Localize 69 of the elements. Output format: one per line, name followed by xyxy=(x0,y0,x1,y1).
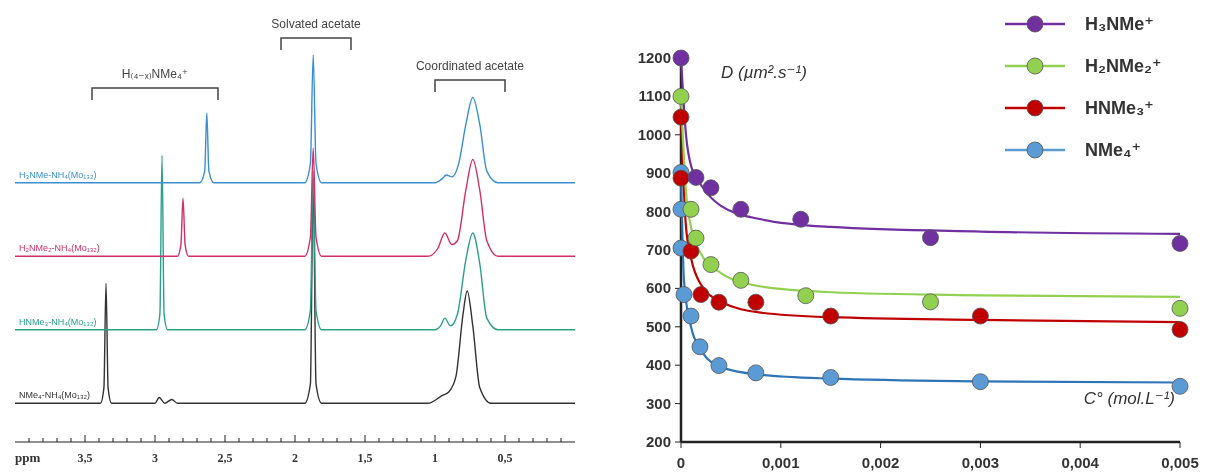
point xyxy=(792,210,810,228)
point xyxy=(922,229,939,247)
y-tick-label: 400 xyxy=(645,356,671,374)
x-tick-label: 0 xyxy=(676,454,686,471)
y-tick-label: 1100 xyxy=(638,87,671,105)
text: Solvated acetate xyxy=(271,17,362,31)
x-tick-label: 0,005 xyxy=(1161,454,1199,471)
point xyxy=(682,242,700,260)
x-tick-label: 1 xyxy=(432,451,438,465)
point xyxy=(710,357,728,374)
point xyxy=(672,108,690,126)
y-tick-label: 900 xyxy=(645,164,671,182)
x-tick-label: 0,004 xyxy=(1061,454,1100,471)
x-axis-title: C° (mol.L⁻¹) xyxy=(1083,389,1175,408)
annotation: Coordinated acetate xyxy=(415,59,525,73)
x-tick-label: 2,5 xyxy=(217,451,233,465)
y-tick-label: 1200 xyxy=(637,49,671,66)
legend-label: H₂NMe₂⁺ xyxy=(1085,56,1162,76)
point xyxy=(1171,321,1189,338)
legend-label: NMe₄⁺ xyxy=(1085,140,1142,160)
point xyxy=(687,169,705,186)
point xyxy=(672,169,690,187)
x-tick-label: 0,5 xyxy=(497,451,513,465)
x-tick-label: 0,003 xyxy=(961,454,1000,471)
legend-label: H₃NMe⁺ xyxy=(1085,14,1154,34)
y-tick-label: 1000 xyxy=(637,125,671,143)
point xyxy=(1171,299,1189,317)
x-tick-label: 0,002 xyxy=(861,454,900,471)
point xyxy=(732,200,750,218)
point xyxy=(692,286,710,303)
point xyxy=(675,286,693,303)
y-tick-label: 300 xyxy=(645,394,671,412)
x-tick-label: 2 xyxy=(292,451,298,465)
y-axis-title: D (µm².s⁻¹) xyxy=(721,63,807,82)
series-label: NMe₄-NH₄(Mo₁₃₂) xyxy=(19,390,91,401)
point xyxy=(710,293,728,311)
point xyxy=(822,369,840,386)
point xyxy=(672,49,690,67)
point xyxy=(682,307,700,325)
y-tick-label: 600 xyxy=(645,279,671,297)
point xyxy=(1171,235,1189,252)
y-tick-label: 200 xyxy=(645,433,671,450)
series-label: HNMe₃-NH₄(Mo₁₃₂) xyxy=(19,316,97,327)
point xyxy=(922,293,939,311)
point xyxy=(672,88,690,105)
y-tick-label: 700 xyxy=(645,241,671,258)
point xyxy=(822,307,840,325)
point xyxy=(691,338,709,356)
point xyxy=(732,271,750,289)
point xyxy=(702,256,720,273)
point xyxy=(747,293,765,311)
point xyxy=(747,364,765,382)
x-tick-label: 3,5 xyxy=(77,451,93,465)
point xyxy=(972,307,989,325)
point xyxy=(797,287,815,305)
point xyxy=(687,229,705,247)
legend-label: HNMe₃⁺ xyxy=(1085,98,1154,118)
point xyxy=(682,200,700,218)
x-tick-label: 0,001 xyxy=(762,454,800,471)
series-label: H₃NMe-NH₄(Mo₁₃₂) xyxy=(19,169,97,180)
y-tick-label: 800 xyxy=(645,202,671,220)
y-tick-label: 500 xyxy=(645,317,671,335)
x-tick-label: 3 xyxy=(152,451,158,465)
x-axis-title: ppm xyxy=(15,450,41,465)
annotation: H₍₄₋ₓ₎NMe₄⁺ xyxy=(121,67,189,81)
x-tick-label: 1,5 xyxy=(357,451,373,465)
point xyxy=(702,179,720,197)
point xyxy=(972,373,989,391)
series-label: H₂NMe₂-NH₄(Mo₁₃₂) xyxy=(19,243,100,254)
